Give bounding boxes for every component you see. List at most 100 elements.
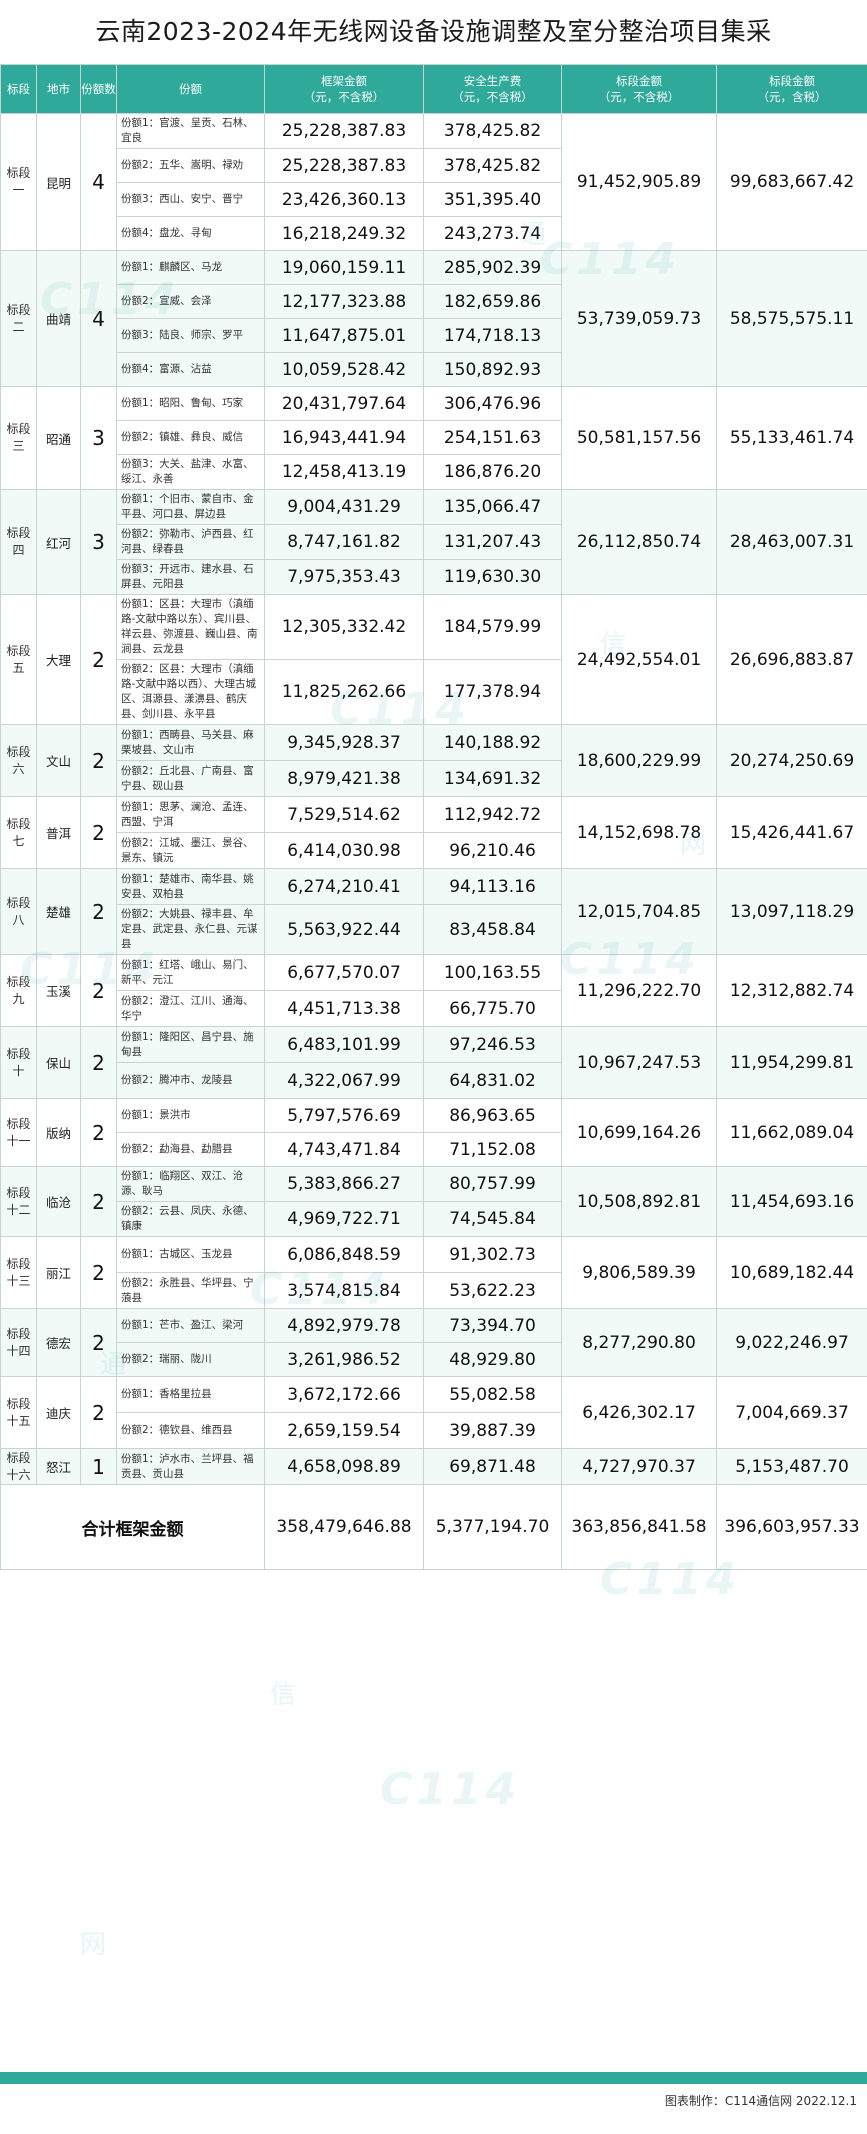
safety-fee-cell: 119,630.30: [423, 559, 562, 595]
lot-amount-cell: 4,727,970.37: [561, 1448, 717, 1485]
share-desc-cell: 份额1：麒麟区、马龙: [116, 250, 265, 285]
safety-fee-cell: 74,545.84: [423, 1201, 562, 1237]
table-row: 标段十三 丽江 2 份额1：古城区、玉龙县 6,086,848.59 91,302.73 9…: [0, 1236, 867, 1309]
frame-amount-cell: 4,322,067.99: [264, 1062, 424, 1099]
header-lot-amount-tax-label: 标段金额: [769, 74, 815, 88]
lot-amount-tax-cell: 11,954,299.81: [716, 1026, 867, 1099]
share-count-cell: 3: [80, 489, 117, 595]
frame-amount-cell: 23,426,360.13: [264, 182, 424, 217]
frame-amount-cell: 16,218,249.32: [264, 216, 424, 251]
frame-amount-cell: 20,431,797.64: [264, 386, 424, 421]
table-row: 标段六 文山 2 份额1：西畴县、马关县、麻栗坡县、文山市 9,345,928.37 14…: [0, 724, 867, 797]
header-count: 份额数: [80, 64, 117, 114]
lot-name-cell: 标段六: [0, 724, 37, 797]
frame-amount-cell: 6,483,101.99: [264, 1026, 424, 1063]
share-desc-cell: 份额3：陆良、师宗、罗平: [116, 318, 265, 353]
share-desc-cell: 份额3：西山、安宁、晋宁: [116, 182, 265, 217]
safety-fee-cell: 71,152.08: [423, 1132, 562, 1167]
share-count-cell: 1: [80, 1448, 117, 1485]
lot-amount-tax-cell: 58,575,575.11: [716, 250, 867, 387]
table-row: 份额2：区县：大理市（滇缅路-文献中路以西）、大理古城区、洱源县、漾濞县、鹤庆县…: [1, 659, 867, 725]
table-row: 份额2：镇雄、彝良、威信 16,943,441.94 254,151.63: [1, 420, 867, 455]
header-frame: 框架金额 （元，不含税）: [264, 64, 424, 114]
safety-fee-cell: 73,394.70: [423, 1308, 562, 1343]
share-desc-cell: 份额1：芒市、盈江、梁河: [116, 1308, 265, 1343]
safety-fee-cell: 140,188.92: [423, 724, 562, 761]
share-desc-cell: 份额2：区县：大理市（滇缅路-文献中路以西）、大理古城区、洱源县、漾濞县、鹤庆县…: [116, 659, 265, 725]
lot-amount-tax-cell: 15,426,441.67: [716, 796, 867, 869]
frame-amount-cell: 3,261,986.52: [264, 1342, 424, 1377]
frame-amount-cell: 3,574,815.84: [264, 1272, 424, 1309]
share-desc-cell: 份额2：江城、墨江、景谷、景东、镇沅: [116, 832, 265, 869]
safety-fee-cell: 135,066.47: [423, 489, 562, 525]
safety-fee-cell: 96,210.46: [423, 832, 562, 869]
lot-amount-cell: 9,806,589.39: [561, 1236, 717, 1309]
share-desc-cell: 份额1：楚雄市、南华县、姚安县、双柏县: [116, 868, 265, 905]
city-cell: 保山: [36, 1026, 81, 1099]
frame-amount-cell: 12,458,413.19: [264, 454, 424, 490]
city-cell: 临沧: [36, 1166, 81, 1237]
share-desc-cell: 份额2：丘北县、广南县、富宁县、砚山县: [116, 760, 265, 797]
safety-fee-cell: 254,151.63: [423, 420, 562, 455]
table-row: 标段十一 版纳 2 份额1：景洪市 5,797,576.69 86,963.65 10,69…: [0, 1098, 867, 1167]
frame-amount-cell: 12,305,332.42: [264, 594, 424, 660]
table-row: 份额2：大姚县、禄丰县、牟定县、武定县、永仁县、元谋县 5,563,922.44 8…: [1, 904, 867, 955]
lot-amount-tax-cell: 26,696,883.87: [716, 594, 867, 725]
frame-amount-cell: 8,747,161.82: [264, 524, 424, 560]
lot-amount-cell: 12,015,704.85: [561, 868, 717, 955]
frame-amount-cell: 4,969,722.71: [264, 1201, 424, 1237]
frame-amount-cell: 4,658,098.89: [264, 1448, 424, 1485]
table-row: 份额2：宣威、会泽 12,177,323.88 182,659.86: [1, 284, 867, 319]
lot-amount-cell: 6,426,302.17: [561, 1376, 717, 1449]
city-cell: 楚雄: [36, 868, 81, 955]
safety-fee-cell: 150,892.93: [423, 352, 562, 387]
lot-amount-cell: 14,152,698.78: [561, 796, 717, 869]
lot-name-cell: 标段九: [0, 954, 37, 1027]
table-row: 份额2：五华、嵩明、禄劝 25,228,387.83 378,425.82: [1, 148, 867, 183]
share-count-cell: 2: [80, 1236, 117, 1309]
frame-amount-cell: 5,383,866.27: [264, 1166, 424, 1202]
lot-name-cell: 标段十四: [0, 1308, 37, 1377]
table-row: 标段一 昆明 4 份额1：官渡、呈贡、石林、宜良 25,228,387.83 378,42…: [0, 113, 867, 251]
safety-fee-cell: 182,659.86: [423, 284, 562, 319]
table-row: 标段十五 迪庆 2 份额1：香格里拉县 3,672,172.66 55,082.58 6,4…: [0, 1376, 867, 1449]
header-lot: 标段: [0, 64, 37, 114]
lot-name-cell: 标段二: [0, 250, 37, 387]
safety-fee-cell: 83,458.84: [423, 904, 562, 955]
safety-fee-cell: 100,163.55: [423, 954, 562, 991]
frame-amount-cell: 6,677,570.07: [264, 954, 424, 991]
frame-amount-cell: 4,451,713.38: [264, 990, 424, 1027]
lot-amount-cell: 11,296,222.70: [561, 954, 717, 1027]
frame-amount-cell: 3,672,172.66: [264, 1376, 424, 1413]
table-row: 份额2：丘北县、广南县、富宁县、砚山县 8,979,421.38 134,691.3…: [1, 760, 867, 797]
city-cell: 曲靖: [36, 250, 81, 387]
watermark-char: 信: [270, 1680, 297, 1710]
city-cell: 普洱: [36, 796, 81, 869]
city-cell: 丽江: [36, 1236, 81, 1309]
share-desc-cell: 份额2：宣威、会泽: [116, 284, 265, 319]
share-count-cell: 2: [80, 594, 117, 725]
city-cell: 大理: [36, 594, 81, 725]
frame-amount-cell: 10,059,528.42: [264, 352, 424, 387]
city-cell: 红河: [36, 489, 81, 595]
share-desc-cell: 份额2：镇雄、彝良、威信: [116, 420, 265, 455]
lot-name-cell: 标段三: [0, 386, 37, 490]
lot-amount-tax-cell: 28,463,007.31: [716, 489, 867, 595]
safety-fee-cell: 91,302.73: [423, 1236, 562, 1273]
safety-fee-cell: 378,425.82: [423, 113, 562, 149]
share-desc-cell: 份额2：德钦县、维西县: [116, 1412, 265, 1449]
share-desc-cell: 份额1：泸水市、兰坪县、福贡县、贡山县: [116, 1448, 265, 1485]
lot-amount-tax-cell: 12,312,882.74: [716, 954, 867, 1027]
page-title: 云南2023-2024年无线网设备设施调整及室分整治项目集采: [95, 17, 772, 46]
frame-amount-cell: 7,529,514.62: [264, 796, 424, 833]
city-cell: 怒江: [36, 1448, 81, 1485]
share-count-cell: 3: [80, 386, 117, 490]
table-row: 份额3：大关、盐津、水富、绥江、永善 12,458,413.19 186,876.2…: [1, 454, 867, 490]
share-count-cell: 2: [80, 1026, 117, 1099]
table-row: 份额2：云县、凤庆、永德、镇康 4,969,722.71 74,545.84: [1, 1201, 867, 1237]
share-desc-cell: 份额1：区县：大理市（滇缅路-文献中路以东）、宾川县、祥云县、弥渡县、巍山县、南…: [116, 594, 265, 660]
safety-fee-cell: 131,207.43: [423, 524, 562, 560]
frame-amount-cell: 4,743,471.84: [264, 1132, 424, 1167]
share-desc-cell: 份额2：云县、凤庆、永德、镇康: [116, 1201, 265, 1237]
lot-amount-tax-cell: 11,454,693.16: [716, 1166, 867, 1237]
